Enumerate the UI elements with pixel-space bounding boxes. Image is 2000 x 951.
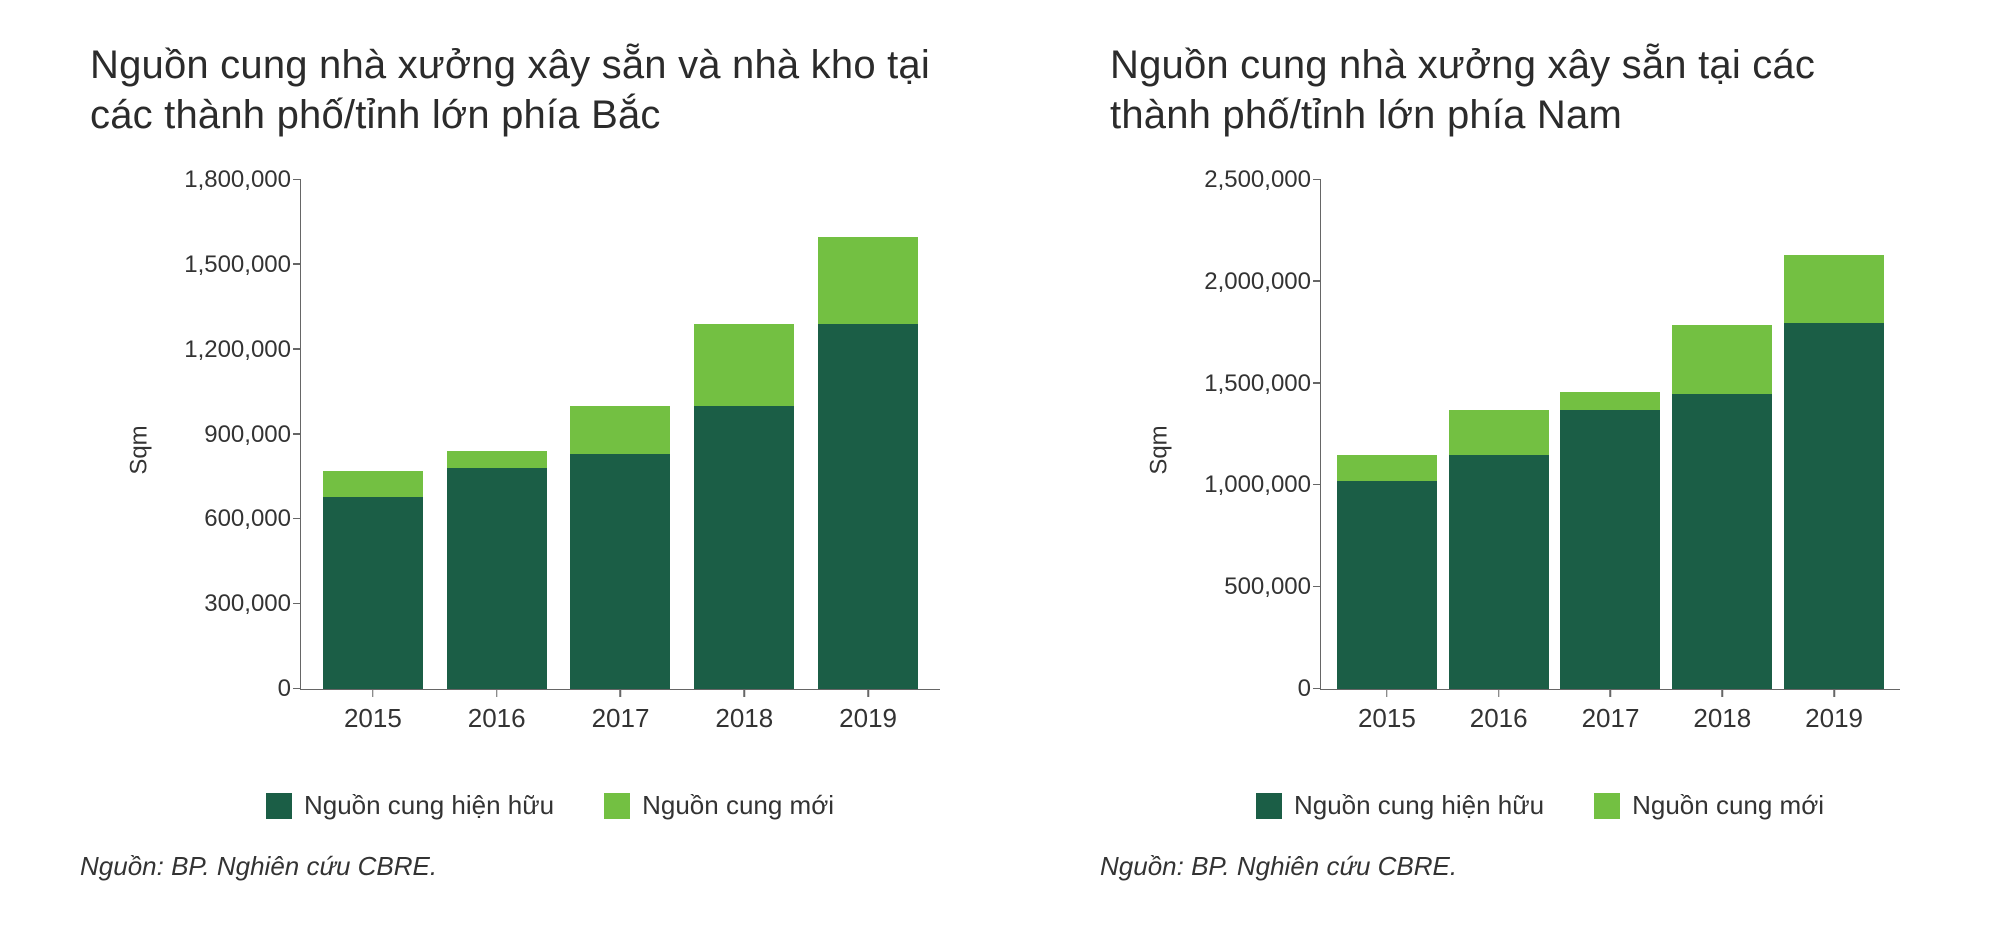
- y-tick: 600,000: [161, 505, 291, 533]
- x-tick-label: 2015: [1358, 703, 1416, 734]
- x-tick-mark: [1722, 689, 1724, 697]
- legend-north: Nguồn cung hiện hữu Nguồn cung mới: [150, 790, 950, 821]
- bar-segment-new: [570, 406, 670, 454]
- bar-group: 2019: [1784, 180, 1884, 689]
- bars-north: 20152016201720182019: [301, 180, 940, 689]
- y-tick: 500,000: [1181, 573, 1311, 601]
- bar-segment-new: [1560, 392, 1660, 410]
- x-tick-label: 2017: [1582, 703, 1640, 734]
- legend-swatch-existing: [266, 793, 292, 819]
- bar-segment-existing: [570, 454, 670, 689]
- bar-segment-existing: [818, 324, 918, 689]
- bar-segment-existing: [1449, 455, 1549, 689]
- bar-segment-existing: [694, 406, 794, 689]
- bar-segment-new: [694, 324, 794, 406]
- bar-segment-new: [1672, 325, 1772, 394]
- x-tick-label: 2018: [715, 703, 773, 734]
- legend-label-new: Nguồn cung mới: [1632, 790, 1824, 821]
- legend-swatch-new: [604, 793, 630, 819]
- bar-segment-existing: [1560, 410, 1660, 689]
- bar-segment-new: [1449, 410, 1549, 455]
- plot-area-north: 20152016201720182019 0300,000600,000900,…: [300, 180, 940, 690]
- y-tick: 2,000,000: [1181, 268, 1311, 296]
- y-tick: 1,800,000: [161, 166, 291, 194]
- y-tick: 2,500,000: [1181, 166, 1311, 194]
- bar-group: 2018: [694, 180, 794, 689]
- y-tick: 1,500,000: [161, 251, 291, 279]
- y-tick: 900,000: [161, 421, 291, 449]
- bar-segment-existing: [1337, 481, 1437, 689]
- source-north: Nguồn: BP. Nghiên cứu CBRE.: [80, 851, 950, 882]
- chart-panel-south: Nguồn cung nhà xưởng xây sẵn tại các thà…: [1000, 0, 2000, 951]
- legend-item-existing: Nguồn cung hiện hữu: [1256, 790, 1544, 821]
- bar-group: 2018: [1672, 180, 1772, 689]
- y-tick: 0: [161, 675, 291, 703]
- bar-group: 2017: [570, 180, 670, 689]
- bar-segment-existing: [1784, 323, 1884, 689]
- y-axis-label-north: Sqm: [126, 425, 154, 474]
- bar-segment-existing: [323, 497, 423, 689]
- x-tick-label: 2019: [1805, 703, 1863, 734]
- x-tick-mark: [372, 689, 374, 697]
- chart-title-north: Nguồn cung nhà xưởng xây sẵn và nhà kho …: [90, 40, 950, 140]
- bar-segment-new: [447, 451, 547, 468]
- legend-swatch-new: [1594, 793, 1620, 819]
- bar-group: 2015: [1337, 180, 1437, 689]
- legend-label-new: Nguồn cung mới: [642, 790, 834, 821]
- bar-segment-existing: [447, 468, 547, 689]
- y-tick: 300,000: [161, 590, 291, 618]
- bar-group: 2019: [818, 180, 918, 689]
- bar-group: 2016: [1449, 180, 1549, 689]
- plot-area-south: 20152016201720182019 0500,0001,000,0001,…: [1320, 180, 1900, 690]
- chart-south: Sqm 20152016201720182019 0500,0001,000,0…: [1190, 170, 1910, 730]
- chart-panel-north: Nguồn cung nhà xưởng xây sẵn và nhà kho …: [0, 0, 1000, 951]
- x-tick-label: 2017: [592, 703, 650, 734]
- panels-container: Nguồn cung nhà xưởng xây sẵn và nhà kho …: [0, 0, 2000, 951]
- y-tick: 1,500,000: [1181, 370, 1311, 398]
- source-south: Nguồn: BP. Nghiên cứu CBRE.: [1100, 851, 1910, 882]
- legend-label-existing: Nguồn cung hiện hữu: [304, 790, 554, 821]
- x-tick-mark: [496, 689, 498, 697]
- chart-title-south: Nguồn cung nhà xưởng xây sẵn tại các thà…: [1110, 40, 1910, 140]
- x-tick-label: 2018: [1693, 703, 1751, 734]
- legend-label-existing: Nguồn cung hiện hữu: [1294, 790, 1544, 821]
- y-tick: 1,000,000: [1181, 471, 1311, 499]
- bar-segment-existing: [1672, 394, 1772, 689]
- x-tick-mark: [1833, 689, 1835, 697]
- x-tick-label: 2015: [344, 703, 402, 734]
- x-tick-mark: [867, 689, 869, 697]
- chart-north: Sqm 20152016201720182019 0300,000600,000…: [170, 170, 950, 730]
- bar-group: 2015: [323, 180, 423, 689]
- x-tick-label: 2016: [1470, 703, 1528, 734]
- legend-south: Nguồn cung hiện hữu Nguồn cung mới: [1170, 790, 1910, 821]
- bar-group: 2016: [447, 180, 547, 689]
- legend-item-new: Nguồn cung mới: [1594, 790, 1824, 821]
- bar-segment-new: [1784, 255, 1884, 322]
- legend-swatch-existing: [1256, 793, 1282, 819]
- x-tick-label: 2016: [468, 703, 526, 734]
- legend-item-existing: Nguồn cung hiện hữu: [266, 790, 554, 821]
- x-tick-label: 2019: [839, 703, 897, 734]
- x-tick-mark: [744, 689, 746, 697]
- bar-segment-new: [818, 237, 918, 325]
- bar-segment-new: [1337, 455, 1437, 481]
- legend-item-new: Nguồn cung mới: [604, 790, 834, 821]
- y-axis-label-south: Sqm: [1146, 425, 1174, 474]
- bar-group: 2017: [1560, 180, 1660, 689]
- bar-segment-new: [323, 471, 423, 496]
- bars-south: 20152016201720182019: [1321, 180, 1900, 689]
- y-tick: 1,200,000: [161, 336, 291, 364]
- y-tick: 0: [1181, 675, 1311, 703]
- x-tick-mark: [1386, 689, 1388, 697]
- x-tick-mark: [1498, 689, 1500, 697]
- x-tick-mark: [620, 689, 622, 697]
- x-tick-mark: [1610, 689, 1612, 697]
